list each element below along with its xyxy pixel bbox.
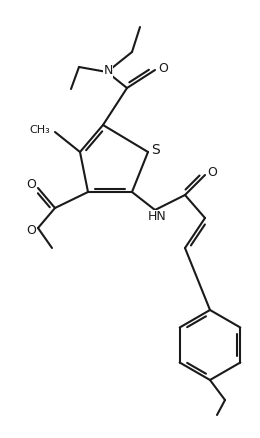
Text: O: O <box>207 166 217 180</box>
Text: O: O <box>26 225 36 237</box>
Text: HN: HN <box>148 211 166 223</box>
Text: O: O <box>158 61 168 74</box>
Text: N: N <box>103 64 113 78</box>
Text: CH₃: CH₃ <box>29 125 50 135</box>
Text: O: O <box>26 179 36 191</box>
Text: S: S <box>151 143 159 157</box>
